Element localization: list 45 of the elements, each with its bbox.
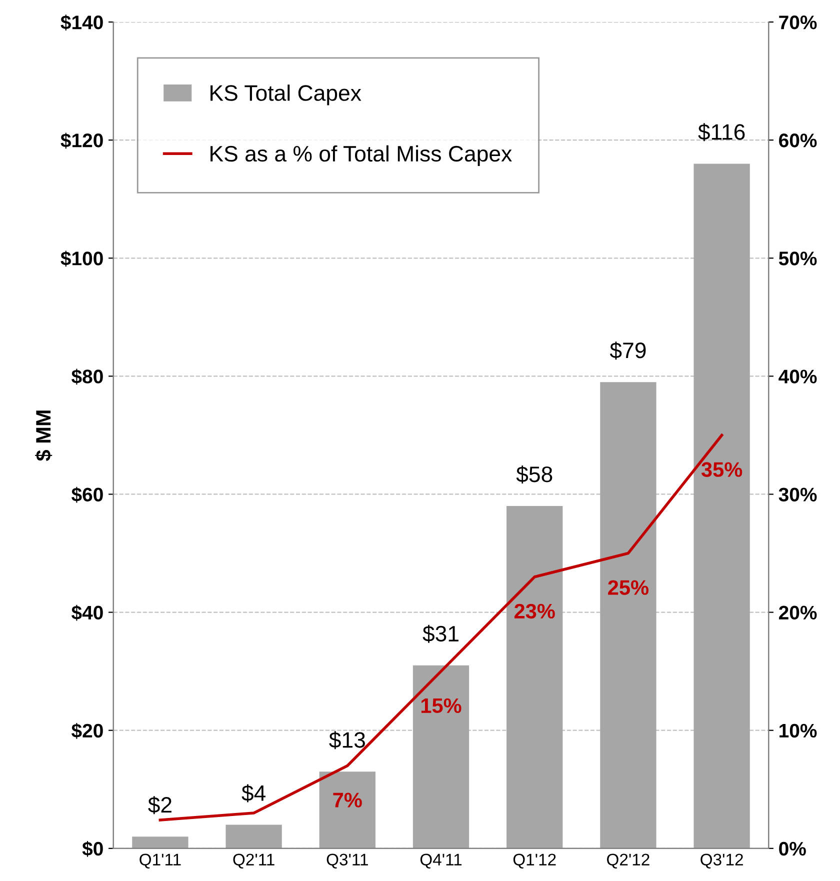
- bar: [600, 382, 656, 848]
- y-tick-label: $60: [71, 486, 103, 503]
- y2-tick-label: 20%: [778, 606, 817, 620]
- data-label: 15%: [421, 698, 462, 714]
- y2-tick-label: 0%: [779, 842, 806, 856]
- x-tick-label: Q3'12: [700, 854, 743, 868]
- y-tick-label: $0: [82, 841, 103, 857]
- y2-tick-label: 30%: [778, 488, 817, 502]
- bar: [412, 665, 470, 848]
- data-label: $31: [422, 624, 458, 643]
- x-tick-label: Q1'11: [140, 854, 181, 868]
- data-label: 25%: [608, 580, 648, 595]
- y2-tick-label: 40%: [778, 370, 817, 384]
- y2-tick-label: 50%: [778, 252, 817, 266]
- bar: [694, 164, 750, 848]
- data-label: $4: [242, 784, 266, 802]
- y-tick-label: $120: [60, 132, 103, 149]
- y-tick-label: $100: [60, 250, 103, 267]
- legend-label: KS as a % of Total Miss Capex: [210, 145, 512, 166]
- data-label: 7%: [333, 792, 362, 808]
- data-label: 35%: [701, 462, 742, 477]
- bar: [319, 772, 376, 848]
- y-tick-label: $40: [71, 604, 103, 621]
- x-tick-label: Q2'11: [233, 854, 274, 868]
- x-tick-label: Q1'12: [513, 854, 556, 868]
- y2-tick-label: 10%: [780, 724, 817, 738]
- x-tick-label: Q2'12: [607, 854, 650, 868]
- y-tick-label: $20: [71, 722, 103, 739]
- data-label: $2: [148, 796, 172, 814]
- data-label: $79: [610, 342, 646, 360]
- data-label: 23%: [514, 604, 555, 619]
- x-tick-label: Q3'11: [326, 854, 368, 868]
- y-axis-title: $ MM: [35, 410, 52, 461]
- legend-label: KS Total Capex: [210, 84, 362, 106]
- y2-tick-label: 60%: [779, 134, 817, 148]
- data-label: $116: [698, 123, 745, 142]
- y2-tick-label: 70%: [779, 15, 817, 30]
- bar: [132, 836, 188, 848]
- y-tick-label: $80: [71, 368, 103, 385]
- data-label: $13: [329, 731, 365, 750]
- x-tick-label: Q4'11: [420, 854, 462, 868]
- bar: [226, 824, 282, 848]
- data-label: $58: [516, 466, 552, 484]
- bar: [506, 506, 563, 848]
- y-tick-label: $140: [60, 14, 103, 31]
